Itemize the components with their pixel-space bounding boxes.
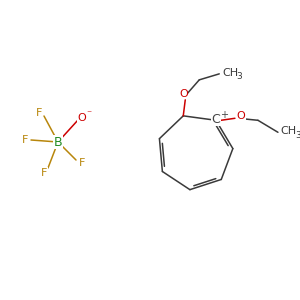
Text: CH: CH (222, 68, 238, 78)
Text: +: + (220, 110, 228, 120)
Text: F: F (79, 158, 85, 168)
Text: O: O (179, 89, 188, 99)
Text: C: C (212, 113, 220, 126)
Text: O: O (78, 113, 86, 123)
Text: CH: CH (281, 126, 297, 136)
Text: F: F (36, 108, 42, 118)
Text: O: O (237, 111, 245, 121)
Text: ⁻: ⁻ (86, 109, 92, 119)
Text: F: F (22, 135, 28, 145)
Text: B: B (54, 136, 62, 148)
Text: 3: 3 (236, 72, 242, 81)
Text: 3: 3 (295, 131, 300, 140)
Text: F: F (41, 168, 47, 178)
